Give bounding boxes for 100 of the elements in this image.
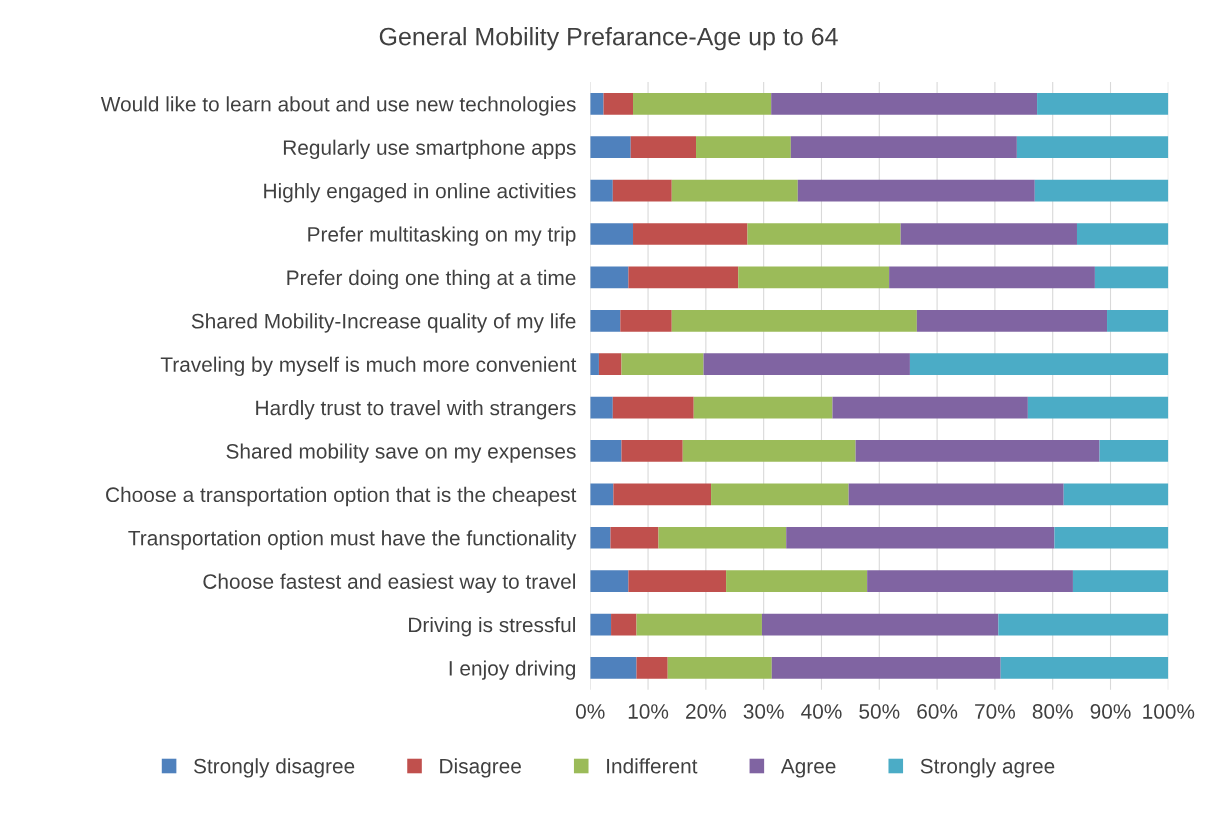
bar [848, 483, 1064, 506]
bar [771, 657, 1001, 679]
bar [590, 440, 622, 462]
legend-label: Strongly agree [920, 758, 1055, 778]
bar [590, 223, 634, 245]
bar [598, 353, 622, 376]
bar [633, 92, 772, 115]
chart-title: General Mobility Prefarance-Age up to 64 [379, 27, 838, 51]
bar [621, 353, 704, 376]
bar [1107, 309, 1169, 332]
y-tick-label: Highly engaged in online activities [264, 183, 576, 203]
y-tick-label: Prefer doing one thing at a time [287, 269, 576, 290]
x-tick-label: 80% [1032, 704, 1073, 719]
x-tick-label: 40% [801, 704, 842, 719]
bar [611, 613, 637, 636]
bar [590, 309, 621, 332]
y-tick-label: Transportation option must have the functionality [128, 530, 577, 550]
bar [682, 440, 856, 462]
bar [590, 179, 613, 202]
bar [1063, 483, 1169, 506]
bar [761, 613, 999, 636]
bar [590, 136, 631, 159]
y-tick-label: I enjoy driving [449, 660, 576, 680]
bar [633, 223, 748, 245]
bar [612, 396, 694, 419]
legend-label: Agree [780, 758, 836, 778]
y-tick-label: Shared Mobility-Increase quality of my life [191, 313, 576, 333]
bar [1016, 136, 1169, 159]
bar [590, 483, 614, 506]
bar [667, 657, 772, 679]
x-tick-label: 50% [859, 704, 900, 719]
y-tick-label: Hardly trust to travel with strangers [256, 400, 576, 420]
bar [916, 309, 1108, 332]
bar [998, 613, 1169, 636]
bar [1099, 440, 1169, 462]
bar [671, 179, 798, 202]
x-tick-label: 0% [576, 704, 605, 719]
bar [747, 223, 901, 245]
bar [867, 570, 1073, 592]
bar [1072, 570, 1169, 592]
y-tick-label: Regularly use smartphone apps [283, 139, 576, 160]
bar [658, 526, 787, 549]
x-tick-label: 90% [1090, 704, 1131, 719]
bar [1000, 657, 1169, 679]
x-tick-label: 100% [1143, 704, 1195, 719]
bar [590, 92, 604, 115]
bar [671, 309, 917, 332]
bar [832, 396, 1028, 419]
bar [696, 136, 791, 159]
bar [590, 526, 611, 549]
bar [612, 179, 672, 202]
bar [590, 657, 637, 679]
legend-label: Indifferent [607, 758, 698, 774]
bar [790, 136, 1017, 159]
x-tick-label: 30% [743, 704, 784, 719]
bar [613, 483, 712, 506]
bar [726, 570, 868, 592]
y-tick-label: Choose a transportation option that is the cheapest [106, 486, 577, 507]
y-tick-label: Would like to learn about and use new technologies [100, 96, 576, 116]
bar [628, 266, 739, 289]
bar [628, 570, 727, 592]
bar [1034, 179, 1169, 202]
y-tick-label: Prefer multitasking on my trip [308, 226, 576, 246]
bar [711, 483, 849, 506]
bar [621, 440, 683, 462]
bar [1037, 92, 1169, 115]
bar [738, 266, 890, 289]
bar [610, 526, 659, 549]
bar [590, 266, 629, 289]
bar [900, 223, 1077, 245]
bar [909, 353, 1169, 376]
bar [590, 613, 612, 636]
bar [603, 92, 634, 115]
bar [590, 570, 629, 592]
bar [797, 179, 1035, 202]
legend-label: Strongly disagree [193, 758, 355, 778]
bar [620, 309, 672, 332]
bar [636, 613, 762, 636]
bar [590, 396, 613, 419]
bar [786, 526, 1055, 549]
bar [590, 353, 599, 376]
bar [1054, 526, 1169, 549]
bar [889, 266, 1095, 289]
y-tick-label: Driving is stressful [409, 617, 575, 637]
bar [703, 353, 910, 376]
bar [693, 396, 833, 419]
bar [771, 92, 1038, 115]
x-tick-label: 10% [628, 704, 669, 719]
legend-label: Disagree [440, 758, 521, 778]
bar [630, 136, 697, 159]
y-tick-label: Traveling by myself is much more convenient [160, 356, 577, 377]
bar [855, 440, 1100, 462]
x-tick-label: 20% [686, 704, 726, 719]
y-tick-label: Shared mobility save on my expenses [226, 443, 576, 463]
bar [1027, 396, 1169, 419]
x-tick-label: 70% [975, 704, 1016, 719]
bar [636, 657, 668, 679]
x-tick-label: 60% [917, 704, 958, 719]
y-tick-label: Choose fastest and easiest way to travel [203, 573, 575, 594]
bar [1094, 266, 1169, 289]
